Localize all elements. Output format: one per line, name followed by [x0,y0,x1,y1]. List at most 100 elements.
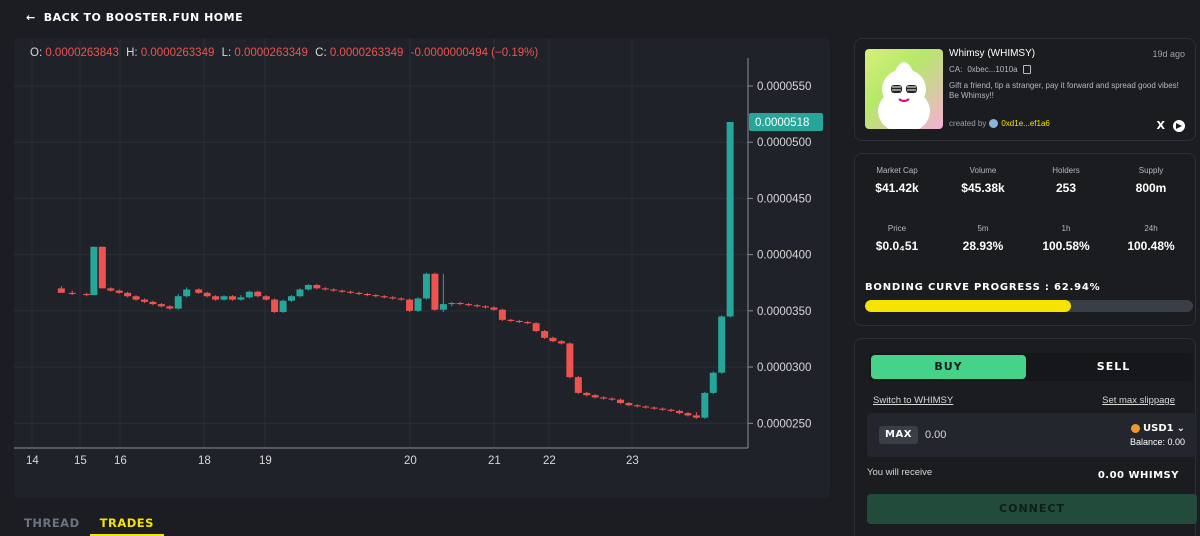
stat-value: $41.42k [875,181,919,195]
candle [439,304,447,310]
candle [132,296,140,300]
candle [107,288,115,291]
candle [296,289,304,297]
stat-value: $0.0₄51 [875,239,919,253]
bonding-curve-progress-bar [865,300,1193,312]
buy-tab-button[interactable]: BUY [871,355,1026,379]
last-price-tag [749,112,823,131]
candle [363,293,371,296]
x-tick-label: 16 [114,455,127,467]
copy-icon[interactable] [1022,65,1031,74]
ohlc-high-label: H: [126,47,138,59]
candle [254,291,262,297]
creator-address-link[interactable]: 0xd1e...ef1a6 [1001,119,1050,128]
ohlc-close: 0.0000263349 [329,47,404,59]
candle [431,273,439,310]
candle [330,289,338,291]
candle [279,300,287,312]
candle [726,121,734,317]
candle [98,246,106,289]
tab-thread[interactable]: THREAD [24,516,80,530]
candle [166,306,174,309]
candle [591,395,599,398]
tab-trades[interactable]: TRADES [89,506,164,536]
y-tick-label: 0.0000350 [757,306,811,318]
trade-panel: BUY SELL Switch to WHIMSY Set max slippa… [854,338,1197,536]
set-max-slippage-link[interactable]: Set max slippage [1102,395,1175,406]
contract-address: CA: 0xbec...1010a [949,65,1031,74]
sell-tab-button[interactable]: SELL [1096,360,1131,373]
stat-label: Holders [1052,166,1080,175]
candle [355,292,363,294]
candle [667,409,675,411]
candle [397,298,405,300]
candle [220,296,228,300]
candle [203,292,211,297]
stat-value: 800m [1135,181,1167,195]
token-stats-card: Market Cap $41.42k Volume $45.38k Holder… [854,153,1196,326]
candle [616,399,624,404]
candle [90,246,98,296]
ohlc-open-label: O: [30,47,43,59]
stat-value: $45.38k [961,181,1005,195]
candle [237,297,245,300]
stat-label: 5m [977,224,989,233]
back-to-home-link[interactable]: ← BACK TO BOOSTER.FUN HOME [26,11,243,24]
candle [321,288,329,290]
telegram-icon[interactable] [1173,120,1185,132]
receive-label: You will receive [867,467,933,478]
candle [557,341,565,344]
candle [574,377,582,393]
candle [549,337,557,342]
candle [541,331,549,338]
token-age: 19d ago [1152,49,1185,59]
token-creator: created by 0xd1e...ef1a6 [949,119,1050,128]
ohlc-low-label: L: [221,47,232,59]
candle [448,302,456,305]
candle [157,304,165,307]
ca-label: CA: [949,65,963,74]
candle [684,413,692,416]
x-tick-label: 18 [198,455,211,467]
connect-button[interactable]: CONNECT [867,494,1197,524]
amount-input[interactable] [925,426,1065,444]
candle [372,295,380,297]
candle [313,284,321,289]
candle [650,407,658,409]
candle [490,307,498,310]
candle [245,291,253,298]
x-tick-label: 15 [74,455,87,467]
price-chart[interactable]: 0.0000550 0.0000500 0.0000450 0.0000400 0.00… [14,38,830,498]
x-social-icon[interactable]: X [1156,119,1165,132]
candlestick-chart-svg[interactable]: 0.0000550 0.0000500 0.0000450 0.0000400 0.00… [14,38,830,498]
candle [212,296,220,300]
candle [347,291,355,293]
token-description: Gift a friend, tip a stranger, pay it fo… [949,81,1179,100]
stat-label: Market Cap [876,166,918,175]
stat-label: Price [887,224,907,233]
currency-select[interactable]: USD1 ⌄ [1131,423,1185,434]
ohlc-change: -0.0000000494 (−0.19%) [410,47,539,59]
creator-avatar [989,119,999,128]
candle [524,322,532,324]
candle [68,292,76,294]
bonding-curve-label: BONDING CURVE PROGRESS : 62.94% [865,282,1101,293]
candle [414,298,422,311]
candle [676,410,684,414]
balance-readout: Balance: 0.00 [1129,437,1185,447]
x-tick-label: 22 [543,455,556,467]
stat-label: Volume [969,166,997,175]
created-by-label: created by [949,119,987,128]
token-name: Whimsy (WHIMSY) [949,48,1036,59]
stat-volume: Volume $45.38k [943,166,1023,195]
candle [149,301,157,305]
ohlc-high: 0.0000263349 [140,47,215,59]
candle [482,306,490,308]
stat-value: 28.93% [962,239,1004,253]
switch-token-link[interactable]: Switch to WHIMSY [873,395,954,406]
candle [532,323,540,332]
candle [498,309,506,320]
max-button[interactable]: MAX [879,426,918,444]
activity-tabs: THREAD TRADES [14,506,164,536]
candle [633,405,641,407]
